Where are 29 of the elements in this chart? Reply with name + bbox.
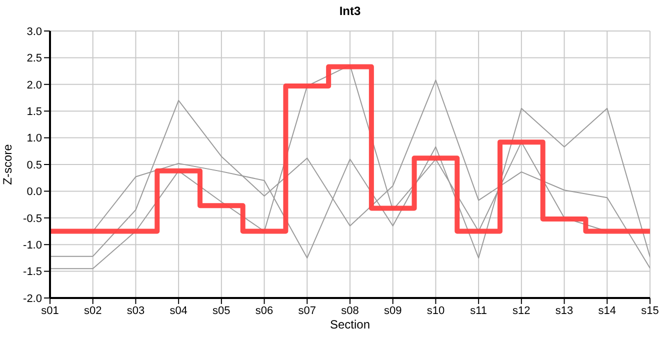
x-tick-label: s05 bbox=[212, 304, 230, 317]
x-tick-label: s13 bbox=[555, 304, 574, 317]
x-tick-label: s07 bbox=[298, 304, 316, 317]
x-tick-label: s03 bbox=[126, 304, 145, 317]
y-tick-label: 3.0 bbox=[26, 26, 42, 38]
x-tick-label: s02 bbox=[84, 304, 102, 317]
x-tick-label: s04 bbox=[170, 304, 188, 317]
y-tick-label: -2.0 bbox=[23, 292, 42, 305]
y-tick-label: 2.0 bbox=[26, 79, 42, 92]
y-tick-label: -1.5 bbox=[23, 266, 42, 278]
y-tick-label: 1.0 bbox=[26, 132, 42, 145]
x-tick-label: s08 bbox=[341, 304, 359, 317]
y-axis-title: Z-score bbox=[0, 144, 14, 185]
x-tick-label: s09 bbox=[384, 304, 402, 317]
y-tick-label: -0.5 bbox=[23, 212, 42, 225]
x-tick-label: s12 bbox=[512, 304, 530, 317]
x-tick-label: s06 bbox=[255, 304, 274, 317]
y-tick-label: -1.0 bbox=[23, 240, 42, 252]
x-tick-label: s14 bbox=[598, 304, 616, 317]
x-tick-label: s10 bbox=[426, 304, 445, 317]
y-tick-label: 0.5 bbox=[26, 159, 42, 172]
y-tick-label: 2.5 bbox=[26, 52, 42, 65]
x-axis-title: Section bbox=[330, 318, 370, 332]
chart-title: Int3 bbox=[338, 4, 362, 18]
x-tick-label: s11 bbox=[470, 304, 488, 317]
y-tick-label: 0.0 bbox=[26, 186, 42, 198]
x-tick-label: s15 bbox=[641, 304, 659, 317]
x-tick-label: s01 bbox=[41, 304, 59, 317]
y-tick-label: 1.5 bbox=[26, 106, 42, 118]
